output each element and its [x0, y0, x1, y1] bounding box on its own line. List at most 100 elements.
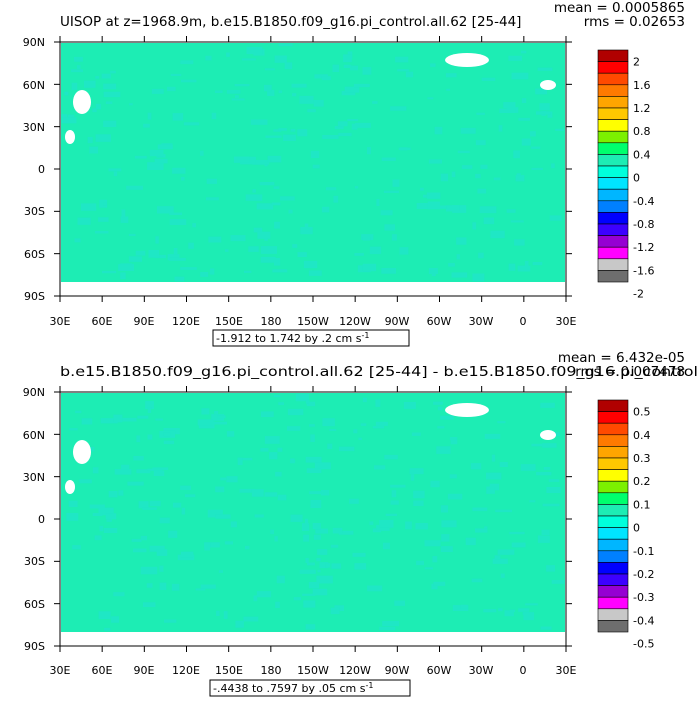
negative-patch: [103, 202, 107, 206]
negative-patch: [548, 479, 560, 482]
colorbar-label: -0.3: [633, 591, 654, 604]
negative-patch: [92, 108, 97, 113]
negative-patch: [71, 82, 78, 90]
lat-tick-label: 30N: [23, 121, 45, 134]
negative-patch: [169, 219, 187, 225]
negative-patch: [460, 604, 468, 609]
negative-patch: [103, 528, 118, 533]
negative-patch: [297, 252, 307, 257]
negative-patch: [100, 418, 118, 424]
negative-patch: [148, 250, 160, 258]
negative-patch: [517, 265, 531, 272]
negative-patch: [383, 190, 399, 193]
negative-patch: [343, 54, 352, 63]
panel-2-title: b.e15.B1850.f09_g16.pi_control.all.62 [2…: [60, 364, 698, 380]
negative-patch: [424, 567, 433, 570]
negative-patch: [74, 56, 83, 62]
lon-tick-label: 60W: [427, 664, 452, 677]
negative-patch: [437, 426, 445, 429]
negative-patch: [149, 500, 161, 507]
colorbar-label: -0.2: [633, 568, 654, 581]
lon-tick-label: 150W: [297, 315, 329, 328]
negative-patch: [201, 408, 210, 415]
lon-tick-label: 30W: [469, 315, 494, 328]
negative-patch: [477, 188, 487, 194]
negative-patch: [264, 436, 280, 444]
negative-patch: [274, 55, 287, 63]
negative-patch: [476, 112, 485, 115]
panel-1-lat-axis: 90N 60N 30N 0 30S 60S 90S: [23, 36, 45, 303]
negative-patch: [167, 86, 176, 92]
negative-patch: [129, 103, 133, 106]
panel-2-colorbar: 0.5 0.4 0.3 0.2 0.1 0 -0.1 -0.2 -0.3 -0.4 -0.5: [597, 399, 654, 651]
negative-patch: [524, 261, 529, 267]
negative-patch: [271, 202, 281, 206]
negative-patch: [430, 63, 436, 67]
negative-patch: [543, 467, 551, 470]
negative-patch: [290, 458, 295, 464]
negative-patch: [391, 490, 397, 498]
lat-tick-label: 90N: [23, 386, 45, 399]
negative-patch: [159, 565, 164, 572]
colorbar-swatch: [597, 457, 629, 470]
negative-patch: [135, 250, 146, 256]
negative-patch: [344, 86, 360, 93]
negative-patch: [306, 468, 322, 473]
negative-patch: [277, 447, 283, 452]
negative-patch: [180, 485, 191, 490]
negative-patch: [305, 456, 322, 463]
negative-patch: [525, 603, 538, 606]
negative-patch: [499, 108, 516, 113]
negative-patch: [497, 421, 506, 424]
negative-patch: [316, 575, 333, 584]
negative-patch: [306, 401, 316, 407]
negative-patch: [302, 523, 310, 531]
negative-patch: [140, 566, 158, 575]
negative-patch: [475, 173, 481, 179]
lon-tick-label: 120E: [172, 664, 200, 677]
negative-patch: [278, 128, 287, 131]
negative-patch: [330, 544, 339, 548]
panel-1-range-label: -1.912 to 1.742 by .2 cm s-1: [216, 331, 369, 345]
negative-patch: [314, 462, 331, 470]
negative-patch: [256, 203, 274, 210]
negative-patch: [210, 421, 227, 425]
negative-patch: [155, 418, 163, 421]
lon-tick-label: 60W: [427, 315, 452, 328]
colorbar-label: -0.1: [633, 545, 654, 558]
negative-patch: [380, 210, 393, 216]
colorbar-swatch: [597, 446, 629, 459]
negative-patch: [273, 129, 282, 132]
negative-patch: [246, 47, 263, 54]
panel-1-islands-west: [65, 130, 75, 144]
negative-patch: [379, 520, 394, 528]
colorbar-label: 0.4: [633, 429, 651, 442]
colorbar-swatch: [597, 399, 629, 412]
negative-patch: [394, 600, 405, 606]
negative-patch: [498, 125, 503, 132]
negative-patch: [309, 424, 315, 427]
colorbar-label: 0.8: [633, 125, 651, 138]
negative-patch: [535, 88, 547, 95]
negative-patch: [445, 73, 457, 78]
negative-patch: [104, 627, 111, 631]
negative-patch: [426, 192, 441, 199]
negative-patch: [472, 222, 477, 230]
negative-patch: [441, 520, 457, 528]
colorbar-label: -1.2: [633, 241, 654, 254]
negative-patch: [149, 545, 165, 552]
negative-patch: [174, 276, 185, 282]
colorbar-swatch: [597, 154, 629, 167]
negative-patch: [239, 488, 256, 493]
negative-patch: [226, 476, 238, 483]
negative-patch: [531, 167, 543, 170]
negative-patch: [510, 220, 524, 223]
negative-patch: [338, 530, 354, 535]
colorbar-swatch: [597, 96, 629, 109]
panel-2-range-box: -.4438 to .7597 by .05 cm s-1: [209, 679, 411, 697]
panel-2-lat-axis: 90N 60N 30N 0 30S 60S 90S: [23, 386, 45, 653]
negative-patch: [384, 454, 398, 460]
negative-patch: [181, 177, 185, 181]
negative-patch: [215, 514, 231, 519]
negative-patch: [211, 112, 217, 120]
